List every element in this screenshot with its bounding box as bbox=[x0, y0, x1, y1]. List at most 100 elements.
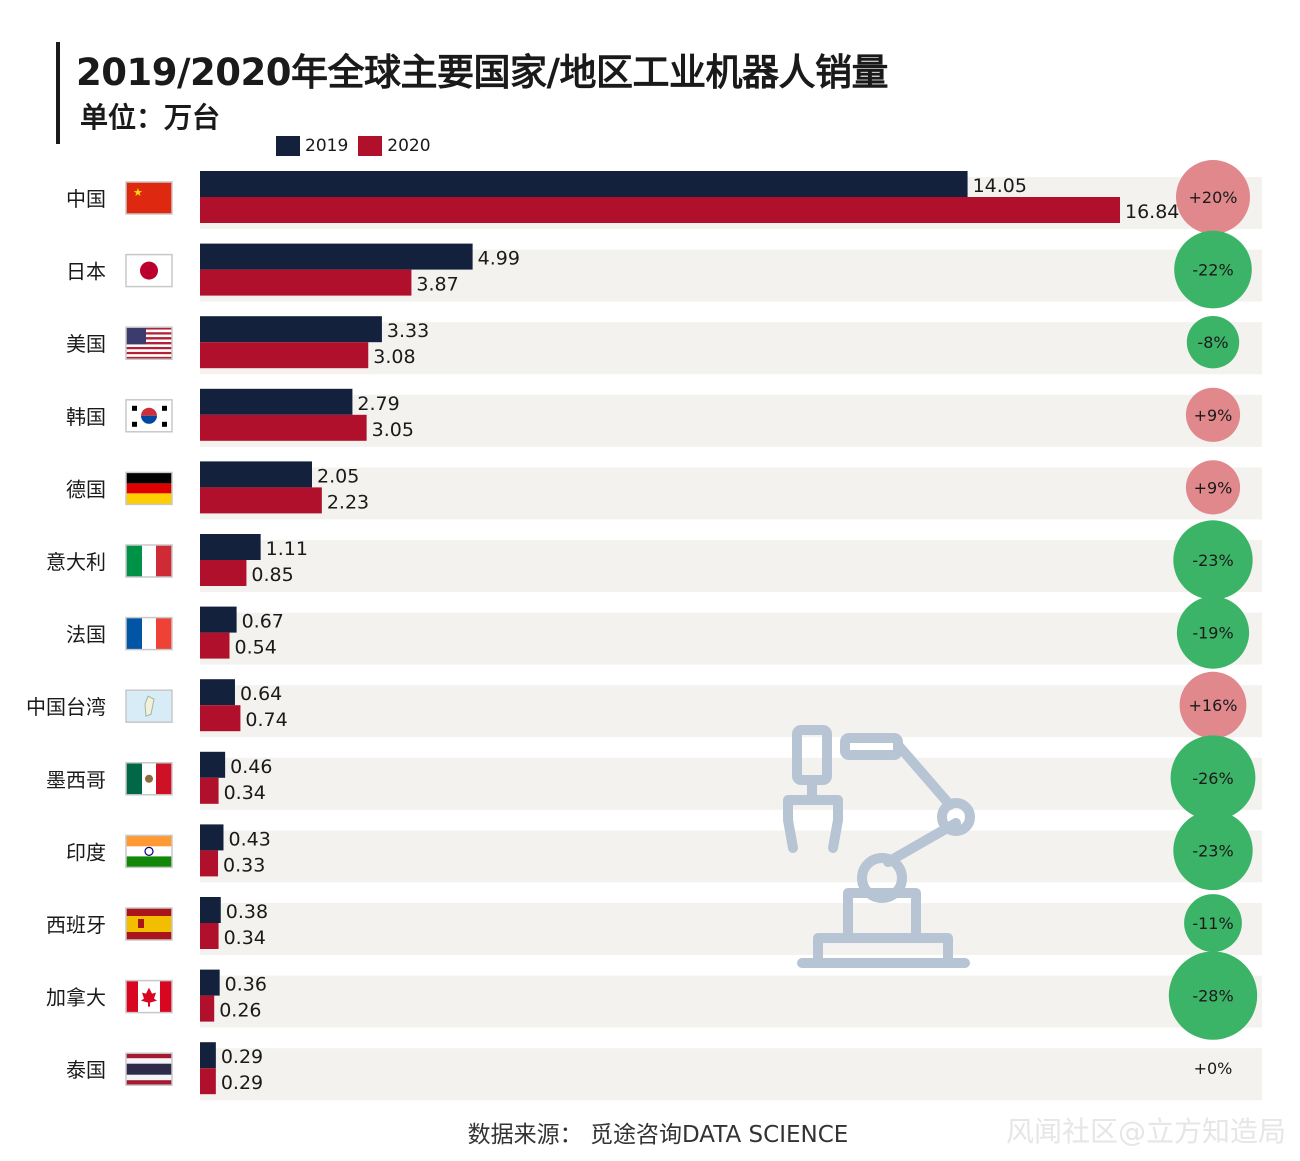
flag-icon bbox=[125, 979, 173, 1014]
country-row: 德国 2.05 2.23 +9% bbox=[66, 460, 1241, 515]
bar-2020 bbox=[200, 342, 369, 369]
flag-icon bbox=[125, 616, 173, 651]
value-label-2019: 14.05 bbox=[973, 175, 1027, 197]
row-band bbox=[200, 975, 1262, 1028]
value-label-2020: 0.74 bbox=[245, 709, 287, 731]
flag-icon bbox=[125, 253, 173, 288]
value-label-2020: 0.85 bbox=[251, 564, 293, 586]
svg-text:★: ★ bbox=[133, 186, 143, 199]
value-label-2020: 0.26 bbox=[219, 1000, 261, 1022]
title-accent-bar bbox=[56, 42, 60, 144]
legend-label-2019: 2019 bbox=[305, 136, 349, 156]
country-label: 法国 bbox=[66, 623, 106, 647]
value-label-2020: 2.23 bbox=[327, 491, 369, 513]
row-band bbox=[200, 467, 1262, 520]
legend-swatch-2019 bbox=[276, 136, 300, 156]
change-label: -22% bbox=[1192, 261, 1233, 280]
bar-2020 bbox=[200, 995, 215, 1022]
country-row: 印度 0.43 0.33 -23% bbox=[66, 810, 1253, 891]
change-bubble bbox=[1173, 810, 1253, 891]
country-label: 泰国 bbox=[66, 1058, 106, 1082]
value-label-2019: 2.79 bbox=[357, 393, 399, 415]
robot-arm-icon bbox=[783, 725, 975, 968]
watermark: 风闻社区@立方知造局 bbox=[1005, 1115, 1286, 1148]
row-bands bbox=[200, 177, 1262, 1101]
change-label: -8% bbox=[1197, 333, 1228, 352]
bar-2019 bbox=[200, 751, 226, 778]
legend-swatch-2020 bbox=[358, 136, 383, 156]
value-label-2020: 3.87 bbox=[416, 274, 458, 296]
country-row: 墨西哥 0.46 0.34 -26% bbox=[46, 735, 1256, 821]
change-bubble bbox=[1186, 316, 1240, 369]
country-row: 法国 0.67 0.54 -19% bbox=[66, 596, 1250, 669]
country-row: 意大利 1.11 0.85 -23% bbox=[46, 520, 1253, 600]
flag-icon bbox=[125, 1052, 173, 1086]
bar-2019 bbox=[200, 534, 261, 560]
row-band bbox=[200, 757, 1262, 810]
flag-icon bbox=[125, 907, 173, 941]
bar-2020 bbox=[200, 269, 412, 296]
bar-2019 bbox=[200, 316, 382, 343]
row-band bbox=[200, 1048, 1262, 1101]
value-label-2020: 16.84 bbox=[1125, 201, 1179, 223]
row-band bbox=[200, 540, 1262, 592]
legend-label-2020: 2020 bbox=[387, 136, 431, 156]
bar-2020 bbox=[200, 777, 219, 804]
change-label: +9% bbox=[1194, 478, 1233, 497]
bar-2019 bbox=[200, 171, 968, 197]
value-label-2020: 0.34 bbox=[224, 927, 266, 949]
country-row: 韩国 2.79 3.05 +9% bbox=[66, 387, 1241, 442]
change-bubble bbox=[1176, 160, 1250, 234]
country-label: 中国 bbox=[66, 187, 106, 211]
country-row: 日本 4.99 3.87 -22% bbox=[66, 230, 1252, 309]
country-label: 美国 bbox=[66, 332, 106, 356]
value-label-2020: 0.33 bbox=[223, 854, 265, 876]
flag-icon bbox=[125, 834, 173, 869]
bar-2019 bbox=[200, 243, 473, 270]
bar-2019 bbox=[200, 606, 237, 633]
data-source-note: 数据来源： 觅途咨询DATA SCIENCE bbox=[467, 1122, 849, 1148]
country-label: 韩国 bbox=[66, 405, 106, 429]
value-label-2019: 0.29 bbox=[221, 1046, 263, 1068]
flag-icon bbox=[125, 689, 173, 723]
change-bubble bbox=[1168, 951, 1258, 1040]
bar-2019 bbox=[200, 969, 220, 996]
bar-2019 bbox=[200, 824, 224, 851]
change-label: +16% bbox=[1189, 696, 1238, 715]
row-band bbox=[200, 830, 1262, 883]
bar-2020 bbox=[200, 197, 1120, 223]
change-bubble bbox=[1170, 735, 1256, 821]
value-label-2020: 3.08 bbox=[373, 346, 415, 368]
value-label-2019: 0.64 bbox=[240, 683, 282, 705]
value-label-2019: 4.99 bbox=[478, 248, 520, 270]
country-label: 西班牙 bbox=[46, 913, 106, 937]
chart-rows: 中国 ★ 14.05 16.84 +20% 日本 4.99 3.87 -22% 美国 3.33 3.0… bbox=[26, 160, 1258, 1095]
value-label-2019: 0.38 bbox=[226, 901, 268, 923]
country-row: 加拿大 0.36 0.26 -28% bbox=[46, 951, 1258, 1040]
flag-icon bbox=[125, 544, 173, 578]
flag-icon bbox=[125, 762, 173, 796]
country-label: 墨西哥 bbox=[46, 768, 106, 792]
value-label-2019: 0.36 bbox=[225, 974, 267, 996]
change-label: -11% bbox=[1192, 914, 1233, 933]
value-label-2019: 1.11 bbox=[266, 538, 308, 560]
change-bubble bbox=[1173, 520, 1253, 600]
legend: 2019 2020 bbox=[276, 136, 441, 156]
country-row: 西班牙 0.38 0.34 -11% bbox=[46, 894, 1242, 952]
bar-2019 bbox=[200, 461, 312, 488]
bar-2020 bbox=[200, 850, 219, 877]
value-label-2019: 0.46 bbox=[230, 756, 272, 778]
bar-2019 bbox=[200, 1042, 216, 1069]
row-band bbox=[200, 612, 1262, 665]
change-bubble bbox=[1174, 230, 1252, 309]
change-label: -23% bbox=[1192, 841, 1233, 860]
country-label: 日本 bbox=[66, 260, 106, 284]
change-bubble bbox=[1184, 894, 1242, 952]
bar-2019 bbox=[200, 679, 235, 706]
change-label: -28% bbox=[1192, 987, 1233, 1006]
country-row: 泰国 0.29 0.29 +0% bbox=[66, 1042, 1232, 1095]
change-bubble bbox=[1185, 460, 1241, 515]
row-band bbox=[200, 394, 1262, 447]
country-row: 中国 ★ 14.05 16.84 +20% bbox=[66, 160, 1250, 234]
